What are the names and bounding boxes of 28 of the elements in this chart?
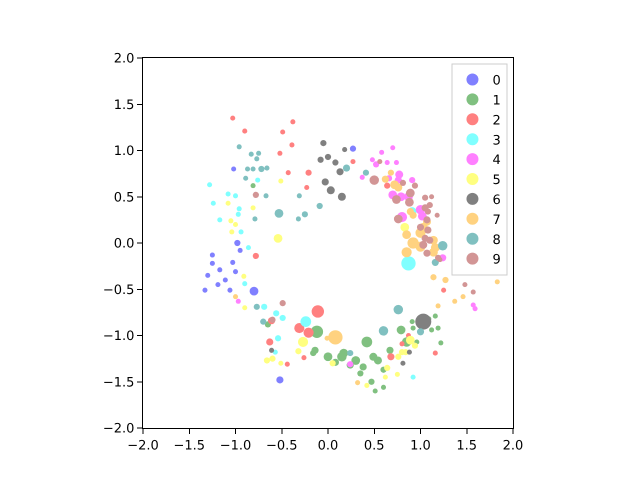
x-tick-label: 1.0 <box>410 438 431 454</box>
y-tick-label: −0.5 <box>102 282 134 298</box>
legend-label: 5 <box>492 173 501 188</box>
legend-label: 9 <box>492 252 501 268</box>
x-tick-label: 1.5 <box>456 438 478 454</box>
y-tick-label: −1.5 <box>102 375 134 390</box>
x-tick-label: 0.0 <box>318 438 338 454</box>
legend-label: 3 <box>492 133 501 148</box>
x-tick-label: 2.0 <box>502 438 524 454</box>
legend-label: 6 <box>492 192 501 208</box>
y-tick-label: −2.0 <box>102 422 134 437</box>
legend-label: 4 <box>492 153 501 168</box>
y-tick-label: −1.0 <box>102 329 134 344</box>
x-tick-label: −2.0 <box>127 438 159 454</box>
legend-label: 0 <box>492 74 501 89</box>
x-tick-label: 0.5 <box>364 438 385 454</box>
legend-label: 8 <box>492 232 501 248</box>
x-tick-label: −1.5 <box>173 438 206 454</box>
x-tick-label: −1.0 <box>220 438 252 454</box>
y-tick-label: 0.0 <box>114 236 134 252</box>
legend-label: 1 <box>492 93 501 108</box>
y-tick-label: 1.0 <box>114 144 134 160</box>
legend-label: 2 <box>492 113 501 128</box>
x-tick-label: −0.5 <box>266 438 298 454</box>
y-tick-label: 1.5 <box>114 98 134 113</box>
legend-label: 7 <box>492 212 501 228</box>
y-tick-label: 2.0 <box>114 52 134 67</box>
y-tick-label: 0.5 <box>114 190 134 206</box>
